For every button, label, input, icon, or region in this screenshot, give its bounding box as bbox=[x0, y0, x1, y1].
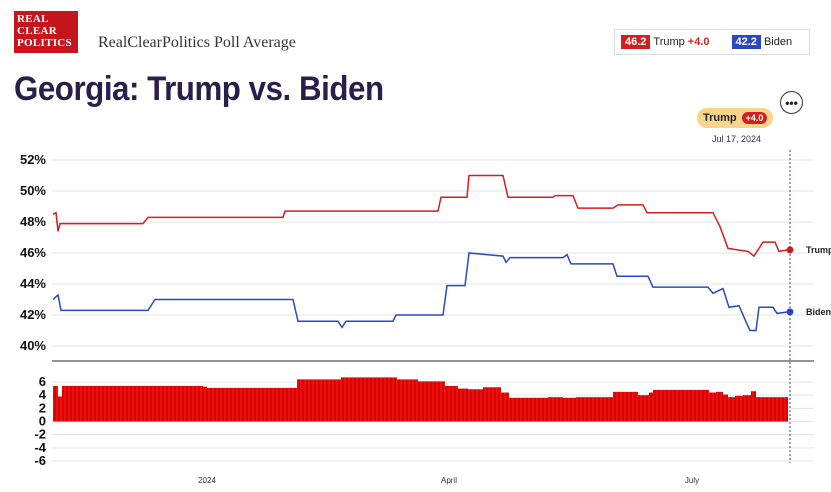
spread-bar bbox=[445, 385, 458, 422]
spread-y-tick-label: -4 bbox=[34, 440, 46, 455]
page-title: Georgia: Trump vs. Biden bbox=[14, 70, 384, 108]
spread-bar bbox=[723, 394, 728, 422]
spread-bar bbox=[418, 381, 445, 422]
marker-date: Jul 17, 2024 bbox=[712, 134, 762, 144]
spread-bar bbox=[649, 392, 653, 422]
trump-end-label: Trump 46.2% bbox=[806, 245, 831, 255]
legend-biden-value: 42.2 bbox=[731, 35, 761, 49]
spread-bar bbox=[548, 397, 563, 422]
spread-bar bbox=[751, 391, 756, 422]
y-tick-label: 40% bbox=[20, 338, 46, 353]
spread-bar bbox=[53, 385, 58, 422]
spread-y-tick-label: -2 bbox=[34, 427, 46, 442]
y-tick-label: 46% bbox=[20, 245, 46, 260]
spread-bar bbox=[207, 387, 297, 422]
x-tick-label: July bbox=[685, 476, 699, 485]
y-tick-label: 42% bbox=[20, 307, 46, 322]
leader-pill: Trump +4.0 bbox=[697, 108, 774, 128]
spread-y-tick-label: 0 bbox=[39, 414, 46, 429]
spread-bar bbox=[509, 397, 548, 422]
leader-pill-label: Trump bbox=[703, 112, 737, 124]
logo-line-3: POLITICS bbox=[17, 37, 72, 49]
spread-bar bbox=[297, 379, 341, 422]
legend-trump-spread: +4.0 bbox=[687, 36, 710, 48]
trump-end-marker bbox=[786, 246, 794, 254]
rcp-logo[interactable]: REAL CLEAR POLITICS bbox=[14, 11, 78, 53]
spread-bar bbox=[341, 377, 397, 422]
y-tick-label: 52% bbox=[20, 152, 46, 167]
spread-bar bbox=[576, 397, 613, 422]
ellipsis-icon[interactable]: ••• bbox=[780, 91, 803, 114]
spread-bar bbox=[458, 388, 468, 422]
spread-bar bbox=[735, 395, 743, 422]
biden-series-line bbox=[52, 252, 789, 332]
spread-bar bbox=[613, 391, 638, 422]
logo-line-2: CLEAR bbox=[17, 25, 58, 37]
spread-y-tick-label: 6 bbox=[39, 374, 46, 389]
legend-trump-value: 46.2 bbox=[621, 35, 651, 49]
x-tick-label: April bbox=[441, 476, 457, 485]
spread-bar bbox=[638, 395, 649, 422]
spread-bar bbox=[563, 397, 576, 422]
spread-bar bbox=[653, 389, 709, 422]
spread-bar bbox=[203, 386, 207, 422]
spread-bar bbox=[728, 397, 735, 422]
leader-pill-badge: +4.0 bbox=[741, 112, 768, 124]
x-tick-label: 2024 bbox=[198, 476, 216, 485]
spread-bar bbox=[58, 396, 62, 422]
biden-end-label: Biden 42.2% bbox=[806, 307, 831, 317]
y-tick-label: 50% bbox=[20, 183, 46, 198]
spread-bar bbox=[468, 389, 483, 422]
spread-bar bbox=[397, 379, 418, 422]
legend: 46.2 Trump +4.0 42.2 Biden bbox=[614, 29, 810, 55]
spread-y-tick-label: 4 bbox=[39, 387, 47, 402]
legend-biden-label: Biden bbox=[763, 36, 793, 48]
y-tick-label: 48% bbox=[20, 214, 46, 229]
spread-y-tick-label: -6 bbox=[34, 453, 46, 468]
spread-bar bbox=[756, 397, 788, 422]
trump-series-line bbox=[52, 174, 789, 258]
spread-bar bbox=[62, 385, 203, 422]
spread-bar bbox=[743, 395, 751, 422]
source-label: RealClearPolitics Poll Average bbox=[98, 34, 296, 51]
y-tick-label: 44% bbox=[20, 276, 46, 291]
spread-y-tick-label: 2 bbox=[39, 400, 46, 415]
spread-bar bbox=[501, 392, 509, 422]
spread-bar bbox=[483, 387, 501, 422]
logo-line-1: REAL bbox=[17, 13, 49, 25]
legend-trump-label: Trump bbox=[653, 36, 685, 48]
spread-bar bbox=[716, 391, 723, 422]
spread-bar bbox=[709, 392, 716, 422]
